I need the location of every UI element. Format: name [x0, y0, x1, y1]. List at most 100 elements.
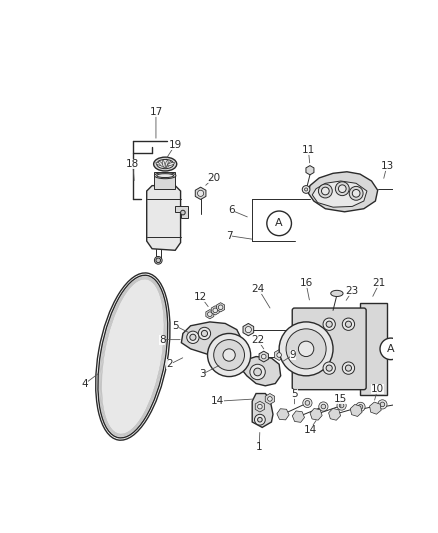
Circle shape — [279, 322, 333, 376]
Circle shape — [380, 338, 402, 360]
Circle shape — [339, 185, 346, 192]
Circle shape — [214, 340, 244, 370]
Circle shape — [336, 182, 349, 196]
Circle shape — [198, 327, 211, 340]
Ellipse shape — [154, 157, 177, 171]
Circle shape — [277, 353, 282, 357]
Circle shape — [358, 405, 363, 409]
Ellipse shape — [157, 159, 173, 168]
Polygon shape — [312, 181, 367, 207]
Circle shape — [326, 365, 332, 371]
Circle shape — [190, 334, 196, 341]
Polygon shape — [195, 187, 206, 199]
Polygon shape — [240, 357, 281, 386]
Circle shape — [156, 258, 161, 263]
Polygon shape — [255, 401, 265, 412]
Circle shape — [201, 330, 208, 336]
Polygon shape — [175, 206, 188, 218]
Polygon shape — [370, 402, 381, 414]
Polygon shape — [328, 408, 341, 420]
Circle shape — [321, 404, 326, 409]
Circle shape — [258, 405, 262, 409]
Text: 22: 22 — [251, 335, 264, 345]
Text: A: A — [387, 344, 395, 354]
Circle shape — [268, 397, 272, 401]
Circle shape — [399, 401, 404, 406]
Circle shape — [342, 318, 355, 330]
Circle shape — [187, 331, 199, 343]
Circle shape — [223, 349, 235, 361]
Circle shape — [254, 368, 261, 376]
Circle shape — [286, 329, 326, 369]
Circle shape — [323, 362, 336, 374]
Polygon shape — [292, 411, 304, 422]
Text: 3: 3 — [199, 369, 205, 379]
Polygon shape — [308, 172, 378, 212]
Text: 5: 5 — [172, 321, 179, 331]
Circle shape — [323, 318, 336, 330]
Polygon shape — [252, 393, 273, 427]
Circle shape — [339, 403, 344, 408]
Polygon shape — [306, 166, 314, 175]
Circle shape — [303, 398, 312, 408]
Ellipse shape — [156, 163, 163, 166]
Text: 23: 23 — [346, 286, 359, 296]
Polygon shape — [206, 310, 214, 319]
Text: 10: 10 — [371, 384, 384, 394]
Polygon shape — [259, 351, 268, 362]
Ellipse shape — [165, 160, 168, 168]
Circle shape — [305, 401, 310, 405]
Text: 14: 14 — [304, 425, 317, 435]
Circle shape — [402, 185, 408, 192]
Circle shape — [198, 190, 204, 196]
Text: 6: 6 — [228, 205, 235, 215]
Ellipse shape — [98, 275, 168, 438]
Circle shape — [218, 305, 223, 310]
Polygon shape — [217, 303, 225, 312]
Polygon shape — [181, 322, 240, 355]
Circle shape — [155, 256, 162, 264]
Circle shape — [304, 188, 307, 191]
Polygon shape — [275, 350, 284, 360]
Polygon shape — [350, 405, 362, 416]
Circle shape — [356, 402, 365, 411]
Text: 12: 12 — [194, 292, 207, 302]
Text: 13: 13 — [380, 160, 394, 171]
Text: 15: 15 — [334, 394, 347, 404]
Circle shape — [258, 417, 262, 422]
Ellipse shape — [166, 161, 172, 167]
Circle shape — [319, 402, 328, 411]
Text: 16: 16 — [300, 278, 313, 288]
Circle shape — [180, 210, 185, 215]
Text: 5: 5 — [291, 389, 298, 399]
Circle shape — [346, 365, 352, 371]
Text: 24: 24 — [252, 284, 265, 294]
Text: 20: 20 — [207, 173, 220, 183]
Text: 14: 14 — [211, 396, 224, 406]
Circle shape — [321, 187, 329, 195]
Text: 8: 8 — [159, 335, 166, 345]
Polygon shape — [211, 306, 219, 315]
Circle shape — [378, 400, 387, 409]
Circle shape — [250, 364, 265, 379]
Circle shape — [318, 184, 332, 198]
Text: 1: 1 — [256, 442, 262, 453]
Polygon shape — [360, 303, 387, 395]
Ellipse shape — [157, 174, 173, 177]
FancyBboxPatch shape — [292, 308, 366, 390]
Text: A: A — [276, 219, 283, 228]
Text: 9: 9 — [290, 350, 297, 360]
Circle shape — [261, 354, 266, 359]
Ellipse shape — [159, 161, 164, 167]
Polygon shape — [310, 408, 322, 420]
Ellipse shape — [162, 160, 165, 168]
Polygon shape — [265, 393, 275, 405]
Text: 11: 11 — [302, 145, 315, 155]
Polygon shape — [243, 324, 254, 336]
Text: 19: 19 — [169, 140, 182, 150]
Circle shape — [397, 399, 406, 408]
Circle shape — [245, 327, 251, 333]
Text: 4: 4 — [82, 378, 88, 389]
Text: 17: 17 — [149, 107, 162, 117]
Circle shape — [346, 321, 352, 327]
